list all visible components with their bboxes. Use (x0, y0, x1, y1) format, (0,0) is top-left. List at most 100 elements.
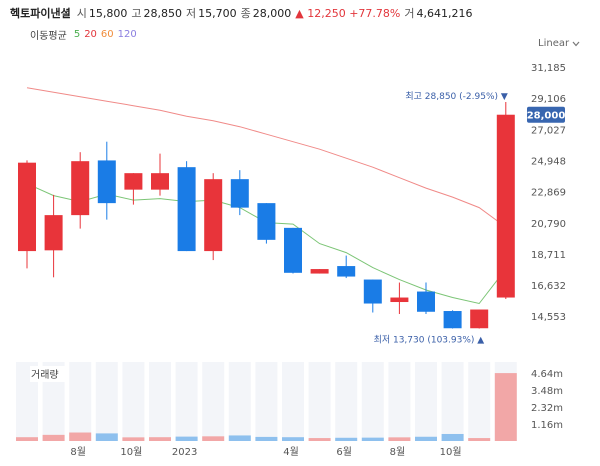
volume-label-bg (30, 366, 68, 382)
close-value: 28,000 (252, 7, 292, 20)
candle-body (310, 269, 329, 274)
candle-body (151, 173, 169, 190)
low-price: 저 15,700 (186, 5, 237, 21)
current-price-tag (527, 106, 565, 123)
candle-body (44, 215, 63, 251)
y-tick-label: 14,553 (531, 312, 566, 323)
candle-body (18, 162, 36, 252)
volume-tick-label: 4.64m (531, 369, 563, 380)
y-tick-label: 31,185 (531, 63, 566, 74)
high-price: 고 28,850 (131, 5, 182, 21)
volume-column-bg (149, 362, 171, 441)
candle-body (257, 203, 276, 240)
volume-column-bg (282, 362, 304, 441)
y-tick-label: 18,711 (531, 250, 566, 261)
y-tick-label: 29,106 (531, 94, 566, 105)
y-tick-label: 16,632 (531, 281, 566, 292)
chevron-down-icon (572, 41, 580, 46)
ma-legend-item-120[interactable]: 120 (117, 29, 137, 40)
volume-column-bg (468, 362, 491, 441)
volume-panel-label: 거래량 (31, 369, 59, 381)
volume-bar (335, 437, 358, 441)
scale-toggle-button[interactable]: Linear (538, 38, 580, 49)
candle-body (417, 291, 435, 312)
y-tick-label: 24,948 (531, 156, 566, 167)
low-annotation: 최저 13,730 (103.93%) ▲ (374, 335, 485, 346)
volume-bar (282, 437, 304, 441)
volume-column-bg (122, 362, 145, 441)
x-tick-label: 10월 (120, 446, 142, 458)
candle-body (204, 179, 223, 252)
ma-legend-item-60[interactable]: 60 (100, 29, 114, 40)
volume-bar (255, 436, 278, 441)
volume-column-bg (228, 362, 251, 441)
volume-bar (42, 434, 65, 441)
y-tick-label: 20,790 (531, 219, 566, 230)
volume-bar (228, 435, 251, 441)
open-value: 15,800 (88, 7, 128, 20)
low-value: 15,700 (198, 7, 237, 20)
volume-bar (95, 433, 118, 441)
volume-bar (69, 432, 92, 441)
volume-bar (361, 437, 384, 441)
volume-bar (16, 437, 38, 441)
candle-body (496, 114, 515, 298)
volume-column-bg (441, 362, 464, 441)
current-price-label: 28,000 (527, 111, 566, 122)
change-value: 12,250 (307, 6, 346, 20)
open-price: 시 15,800 (77, 5, 128, 21)
volume-tick-label: 2.32m (531, 403, 563, 414)
volume-bar (122, 437, 145, 441)
scale-toggle-label: Linear (538, 38, 570, 49)
volume-column-bg (175, 362, 198, 441)
high-label: 고 (131, 7, 142, 20)
candle-body (97, 160, 116, 204)
x-tick-label: 8월 (390, 446, 406, 458)
volume-bar (415, 436, 437, 441)
change-percent: +77.78% (349, 6, 401, 20)
ma20-line (26, 87, 507, 228)
x-tick-label: 8월 (70, 446, 86, 458)
volume-bar (388, 437, 411, 441)
close-label: 종 (240, 7, 251, 20)
candle-body (177, 167, 196, 252)
volume-bar (441, 433, 464, 441)
volume-bar (468, 438, 491, 441)
price-change: ▲ 12,250 +77.78% (295, 7, 400, 20)
volume-column-bg (415, 362, 437, 441)
volume-bar (149, 437, 171, 441)
volume-bar (494, 373, 517, 441)
y-tick-label: 22,869 (531, 188, 566, 199)
high-annotation: 최고 28,850 (-2.95%) ▼ (405, 91, 507, 102)
candle-body (284, 227, 302, 273)
low-label: 저 (185, 7, 197, 20)
volume-column-bg (361, 362, 384, 441)
volume-tick-label: 1.16m (531, 420, 563, 431)
trade-volume: 거 4,641,216 (404, 5, 472, 21)
x-tick-label: 4월 (283, 446, 299, 458)
ma-legend-item-20[interactable]: 20 (84, 29, 97, 40)
ma-legend-item-5[interactable]: 5 (73, 29, 81, 40)
volume-column-bg (69, 362, 92, 441)
candle-body (124, 173, 143, 190)
stock-title: 헥토파이낸셜 (10, 7, 71, 20)
volume-tick-label: 3.48m (531, 386, 563, 397)
candle-body (390, 297, 409, 303)
volume-column-bg (95, 362, 118, 441)
candle-body (443, 311, 462, 329)
volume-column-bg (202, 362, 225, 441)
candle-body (230, 179, 249, 208)
open-label: 시 (76, 7, 87, 20)
ma-legend-title: 이동평균 (30, 31, 67, 42)
volume-column-bg (308, 362, 331, 441)
moving-average-legend: 이동평균 5 20 60 120 (30, 27, 137, 42)
volume-label: 거 (404, 7, 415, 20)
y-tick-label: 27,027 (531, 125, 566, 136)
volume-bar (202, 436, 225, 441)
candle-body (337, 266, 356, 277)
candle-body (470, 309, 489, 329)
volume-column-bg (335, 362, 358, 441)
x-tick-label: 10월 (440, 446, 462, 458)
candle-body (71, 161, 90, 216)
